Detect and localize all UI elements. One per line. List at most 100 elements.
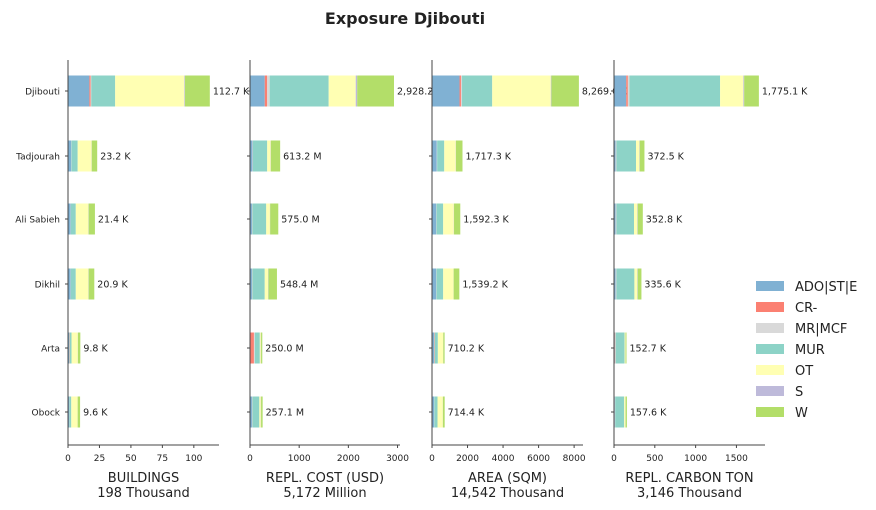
bar-1-2-3: [252, 203, 267, 235]
bar-2-0-5: [550, 75, 552, 107]
bar-0-2-3: [70, 203, 76, 235]
x-tick-label: 100: [185, 454, 202, 464]
bar-1-4-3: [254, 332, 260, 364]
chart-legend: ADO|ST|E CR- MR|MCF MUR OT SW: [756, 280, 857, 421]
bar-total-label: 1,539.2 K: [462, 280, 508, 291]
panel-1: 2,928.2 M 613.2 M 575.0 M 548.4 M 250.0 M 257…: [247, 60, 444, 501]
bar-3-4-4: [624, 332, 626, 364]
x-tick-label: 1000: [684, 454, 707, 464]
bar-0-5-0: [68, 396, 70, 428]
panel-2: 8,269.0 K 1,717.3 K 1,592.3 K 1,539.2 K 710.…: [429, 60, 628, 501]
category-label: Dikhil: [35, 281, 60, 291]
bar-total-label: 157.6 K: [630, 408, 667, 419]
bar-total-label: 257.1 M: [266, 408, 304, 419]
x-tick-label: 3000: [386, 454, 409, 464]
bar-1-2-4: [266, 203, 270, 235]
bar-total-label: 8,269.0 K: [582, 87, 628, 98]
bar-3-3-3: [616, 268, 635, 300]
x-axis-sublabel: 14,542 Thousand: [451, 486, 564, 501]
bar-3-3-2: [615, 268, 617, 300]
bar-1-2-0: [250, 203, 252, 235]
x-tick-label: 2000: [456, 454, 479, 464]
bar-1-0-6: [357, 75, 394, 107]
x-tick-label: 4000: [492, 454, 515, 464]
bar-1-4-2: [253, 332, 255, 364]
x-tick-label: 0: [429, 454, 435, 464]
legend-label: CR-: [795, 301, 818, 316]
x-tick-label: 6000: [527, 454, 550, 464]
bar-1-4-1: [250, 332, 254, 364]
bar-1-3-0: [250, 268, 252, 300]
bar-0-0-3: [91, 75, 116, 107]
bar-3-0-1: [626, 75, 628, 107]
x-axis-label: BUILDINGS: [108, 471, 179, 486]
bar-3-1-0: [614, 140, 616, 172]
bar-0-0-6: [185, 75, 210, 107]
bar-0-3-6: [88, 268, 95, 300]
bar-2-2-0: [432, 203, 437, 235]
bar-2-3-3: [436, 268, 444, 300]
bar-total-label: 575.0 M: [281, 215, 319, 226]
bar-0-1-6: [91, 140, 98, 172]
bar-total-label: 714.4 K: [448, 408, 485, 419]
bar-2-3-4: [443, 268, 454, 300]
bar-total-label: 1,717.3 K: [466, 152, 512, 163]
bar-total-label: 112.7 K: [213, 87, 250, 98]
chart-title: Exposure Djibouti: [325, 9, 485, 28]
bar-2-5-0: [432, 396, 435, 428]
panel-3: 1,775.1 K 372.5 K 352.8 K 335.6 K 152.7 K 157…: [611, 60, 808, 501]
x-axis-sublabel: 198 Thousand: [97, 486, 190, 501]
bar-2-5-4: [437, 396, 443, 428]
bar-3-4-6: [625, 332, 627, 364]
bar-total-label: 352.8 K: [646, 215, 683, 226]
bar-total-label: 2,928.2 M: [397, 87, 444, 98]
bar-2-2-3: [436, 203, 444, 235]
bar-2-1-3: [437, 140, 445, 172]
bar-3-3-0: [614, 268, 616, 300]
x-tick-label: 8000: [563, 454, 586, 464]
bar-3-0-2: [627, 75, 630, 107]
x-axis-sublabel: 3,146 Thousand: [637, 486, 742, 501]
bar-total-label: 548.4 M: [280, 280, 318, 291]
bar-1-0-0: [250, 75, 265, 107]
bar-2-3-6: [453, 268, 460, 300]
x-tick-label: 1000: [288, 454, 311, 464]
bar-3-2-0: [614, 203, 616, 235]
x-tick-label: 75: [157, 454, 168, 464]
x-tick-label: 0: [611, 454, 617, 464]
bar-0-5-6: [77, 396, 81, 428]
x-tick-label: 50: [125, 454, 137, 464]
bar-3-0-3: [629, 75, 721, 107]
bar-2-4-6: [443, 332, 445, 364]
bar-3-0-0: [614, 75, 627, 107]
bar-0-2-6: [88, 203, 95, 235]
bar-total-label: 613.2 M: [283, 152, 321, 163]
bar-0-4-4: [71, 332, 78, 364]
bar-2-1-4: [444, 140, 456, 172]
legend-swatch: [756, 302, 784, 312]
x-tick-label: 0: [247, 454, 253, 464]
legend-label: ADO|ST|E: [795, 280, 857, 295]
bar-0-1-4: [77, 140, 92, 172]
legend-label: S: [795, 385, 803, 400]
bar-0-0-4: [115, 75, 185, 107]
bar-2-1-6: [455, 140, 463, 172]
bar-1-3-3: [252, 268, 265, 300]
bar-2-1-0: [432, 140, 437, 172]
bar-2-4-3: [434, 332, 438, 364]
bar-3-1-3: [616, 140, 637, 172]
bar-1-1-3: [252, 140, 268, 172]
bar-3-0-5: [743, 75, 745, 107]
bar-3-2-6: [637, 203, 643, 235]
bar-0-0-1: [89, 75, 91, 107]
bar-1-5-4: [259, 396, 261, 428]
bar-2-0-2: [460, 75, 463, 107]
legend-swatch: [756, 386, 784, 396]
bar-3-2-2: [615, 203, 617, 235]
legend-label: MR|MCF: [795, 322, 847, 337]
bar-1-5-6: [261, 396, 263, 428]
legend-swatch: [756, 365, 784, 375]
x-axis-label: REPL. CARBON TON: [625, 471, 753, 486]
x-axis-sublabel: 5,172 Million: [283, 486, 366, 501]
